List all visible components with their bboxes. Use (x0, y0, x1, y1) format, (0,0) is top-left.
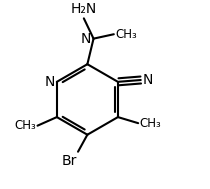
Text: N: N (45, 75, 55, 89)
Text: CH₃: CH₃ (14, 119, 36, 132)
Text: H₂N: H₂N (71, 2, 97, 16)
Text: N: N (81, 32, 91, 46)
Text: Br: Br (62, 154, 77, 168)
Text: N: N (143, 73, 153, 87)
Text: CH₃: CH₃ (140, 117, 161, 130)
Text: CH₃: CH₃ (115, 28, 137, 41)
